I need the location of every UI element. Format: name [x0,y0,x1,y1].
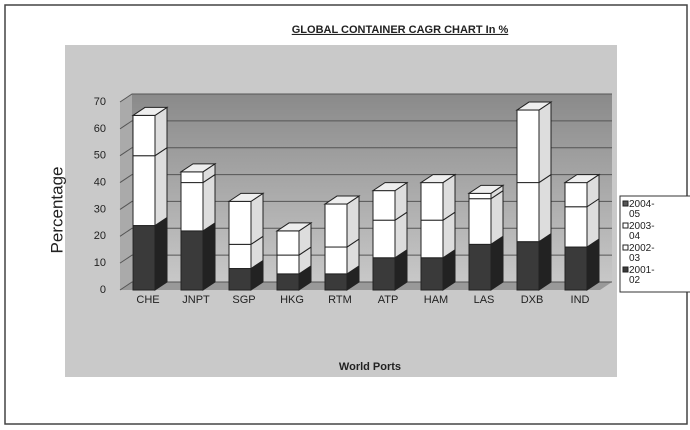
bar-side [538,232,552,291]
legend-swatch [622,266,629,273]
bar-segment [276,273,300,291]
bar-segment [132,225,156,291]
x-tick-label: HKG [280,294,304,306]
x-axis-label: World Ports [339,361,401,373]
bar-top [275,222,313,232]
bar-segment [564,182,588,208]
grid-line [119,93,612,103]
y-axis-label: Percentage [47,167,66,254]
bar-segment [228,243,252,270]
bar-segment [516,182,540,243]
bar-segment [468,192,492,200]
x-tick-label: CHE [136,294,159,306]
bar-side [202,221,216,291]
bar-side [250,192,264,246]
x-tick-label: SGP [232,294,255,306]
bar-segment [372,219,396,259]
y-tick-label: 60 [94,123,106,135]
y-tick-label: 20 [94,230,106,242]
bar-segment [564,246,588,291]
x-tick-label: DXB [521,294,544,306]
grid-line [119,120,612,130]
legend-label: 2004-05 [629,199,655,220]
bar-segment [180,182,204,232]
bar-side [490,189,504,246]
bar-top [515,101,553,111]
bar-segment [564,206,588,248]
legend-label: 2002-03 [629,243,655,264]
bar-side [346,195,360,248]
bar-segment [468,198,492,245]
legend-label: 2003-04 [629,221,655,242]
x-tick-label: IND [571,294,590,306]
bar-segment [180,171,204,184]
x-tick-label: JNPT [182,294,210,306]
bar-segment [324,246,348,275]
bar-side [538,173,552,243]
y-tick-label: 70 [94,96,106,108]
grid-line [119,147,612,157]
bar-segment [420,219,444,259]
bar-segment [276,254,300,275]
y-tick-label: 30 [94,203,106,215]
bar-top [419,174,457,184]
bar-top [563,174,601,184]
bar-side [202,173,216,232]
bar-side [490,235,504,291]
x-tick-label: ATP [378,294,399,306]
y-tick-label: 0 [100,284,106,296]
bar-segment [420,182,444,221]
bar-segment [372,190,396,221]
y-tick-label: 40 [94,176,106,188]
bar-top [467,184,505,194]
bar-top [227,192,265,202]
bar-side [154,146,168,227]
bar-side [586,238,600,291]
bar-segment [516,109,540,184]
x-tick-label: LAS [474,294,495,306]
bar-segment [420,257,444,291]
legend-swatch [622,222,629,229]
bar-top [131,106,169,116]
bar-side [538,101,552,184]
side-wall [120,94,132,290]
bar-segment [468,243,492,291]
bar-segment [276,230,300,256]
x-tick-label: RTM [328,294,352,306]
bar-segment [180,230,204,291]
bar-segment [516,241,540,291]
bar-segment [324,203,348,248]
chart-title: GLOBAL CONTAINER CAGR CHART In % [292,24,509,36]
bar-segment [372,257,396,291]
legend [619,195,690,293]
legend-swatch [622,200,629,207]
bar-side [154,216,168,291]
bar-segment [228,200,252,245]
legend-label: 2001-02 [629,265,655,286]
bar-segment [324,273,348,291]
bar-top [323,195,361,205]
bar-segment [228,268,252,291]
bar-segment [132,114,156,157]
y-tick-label: 10 [94,257,106,269]
legend-swatch [622,244,629,251]
bar-top [179,163,217,173]
bar-top [371,182,409,192]
x-tick-label: HAM [424,294,448,306]
bar-segment [132,155,156,227]
y-tick-label: 50 [94,150,106,162]
